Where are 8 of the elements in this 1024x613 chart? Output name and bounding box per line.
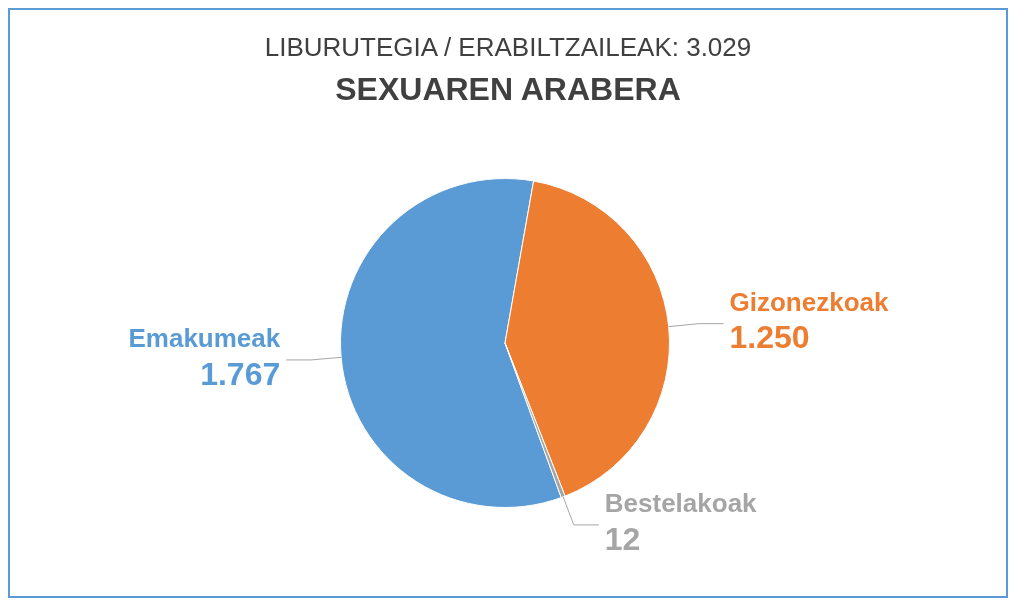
slice-label: Bestelakoak xyxy=(604,488,758,519)
data-label: 12 xyxy=(604,520,641,557)
chart-subtitle: SEXUAREN ARABERA xyxy=(334,71,682,108)
chart-title: LIBURUTEGIA / ERABILTZAILEAK: 3.029 xyxy=(263,32,753,63)
slice-label: Gizonezkoak xyxy=(729,286,890,317)
slice-label: Emakumeak xyxy=(128,323,281,354)
data-label: 1.767 xyxy=(200,355,281,392)
data-label: 1.250 xyxy=(729,319,810,356)
